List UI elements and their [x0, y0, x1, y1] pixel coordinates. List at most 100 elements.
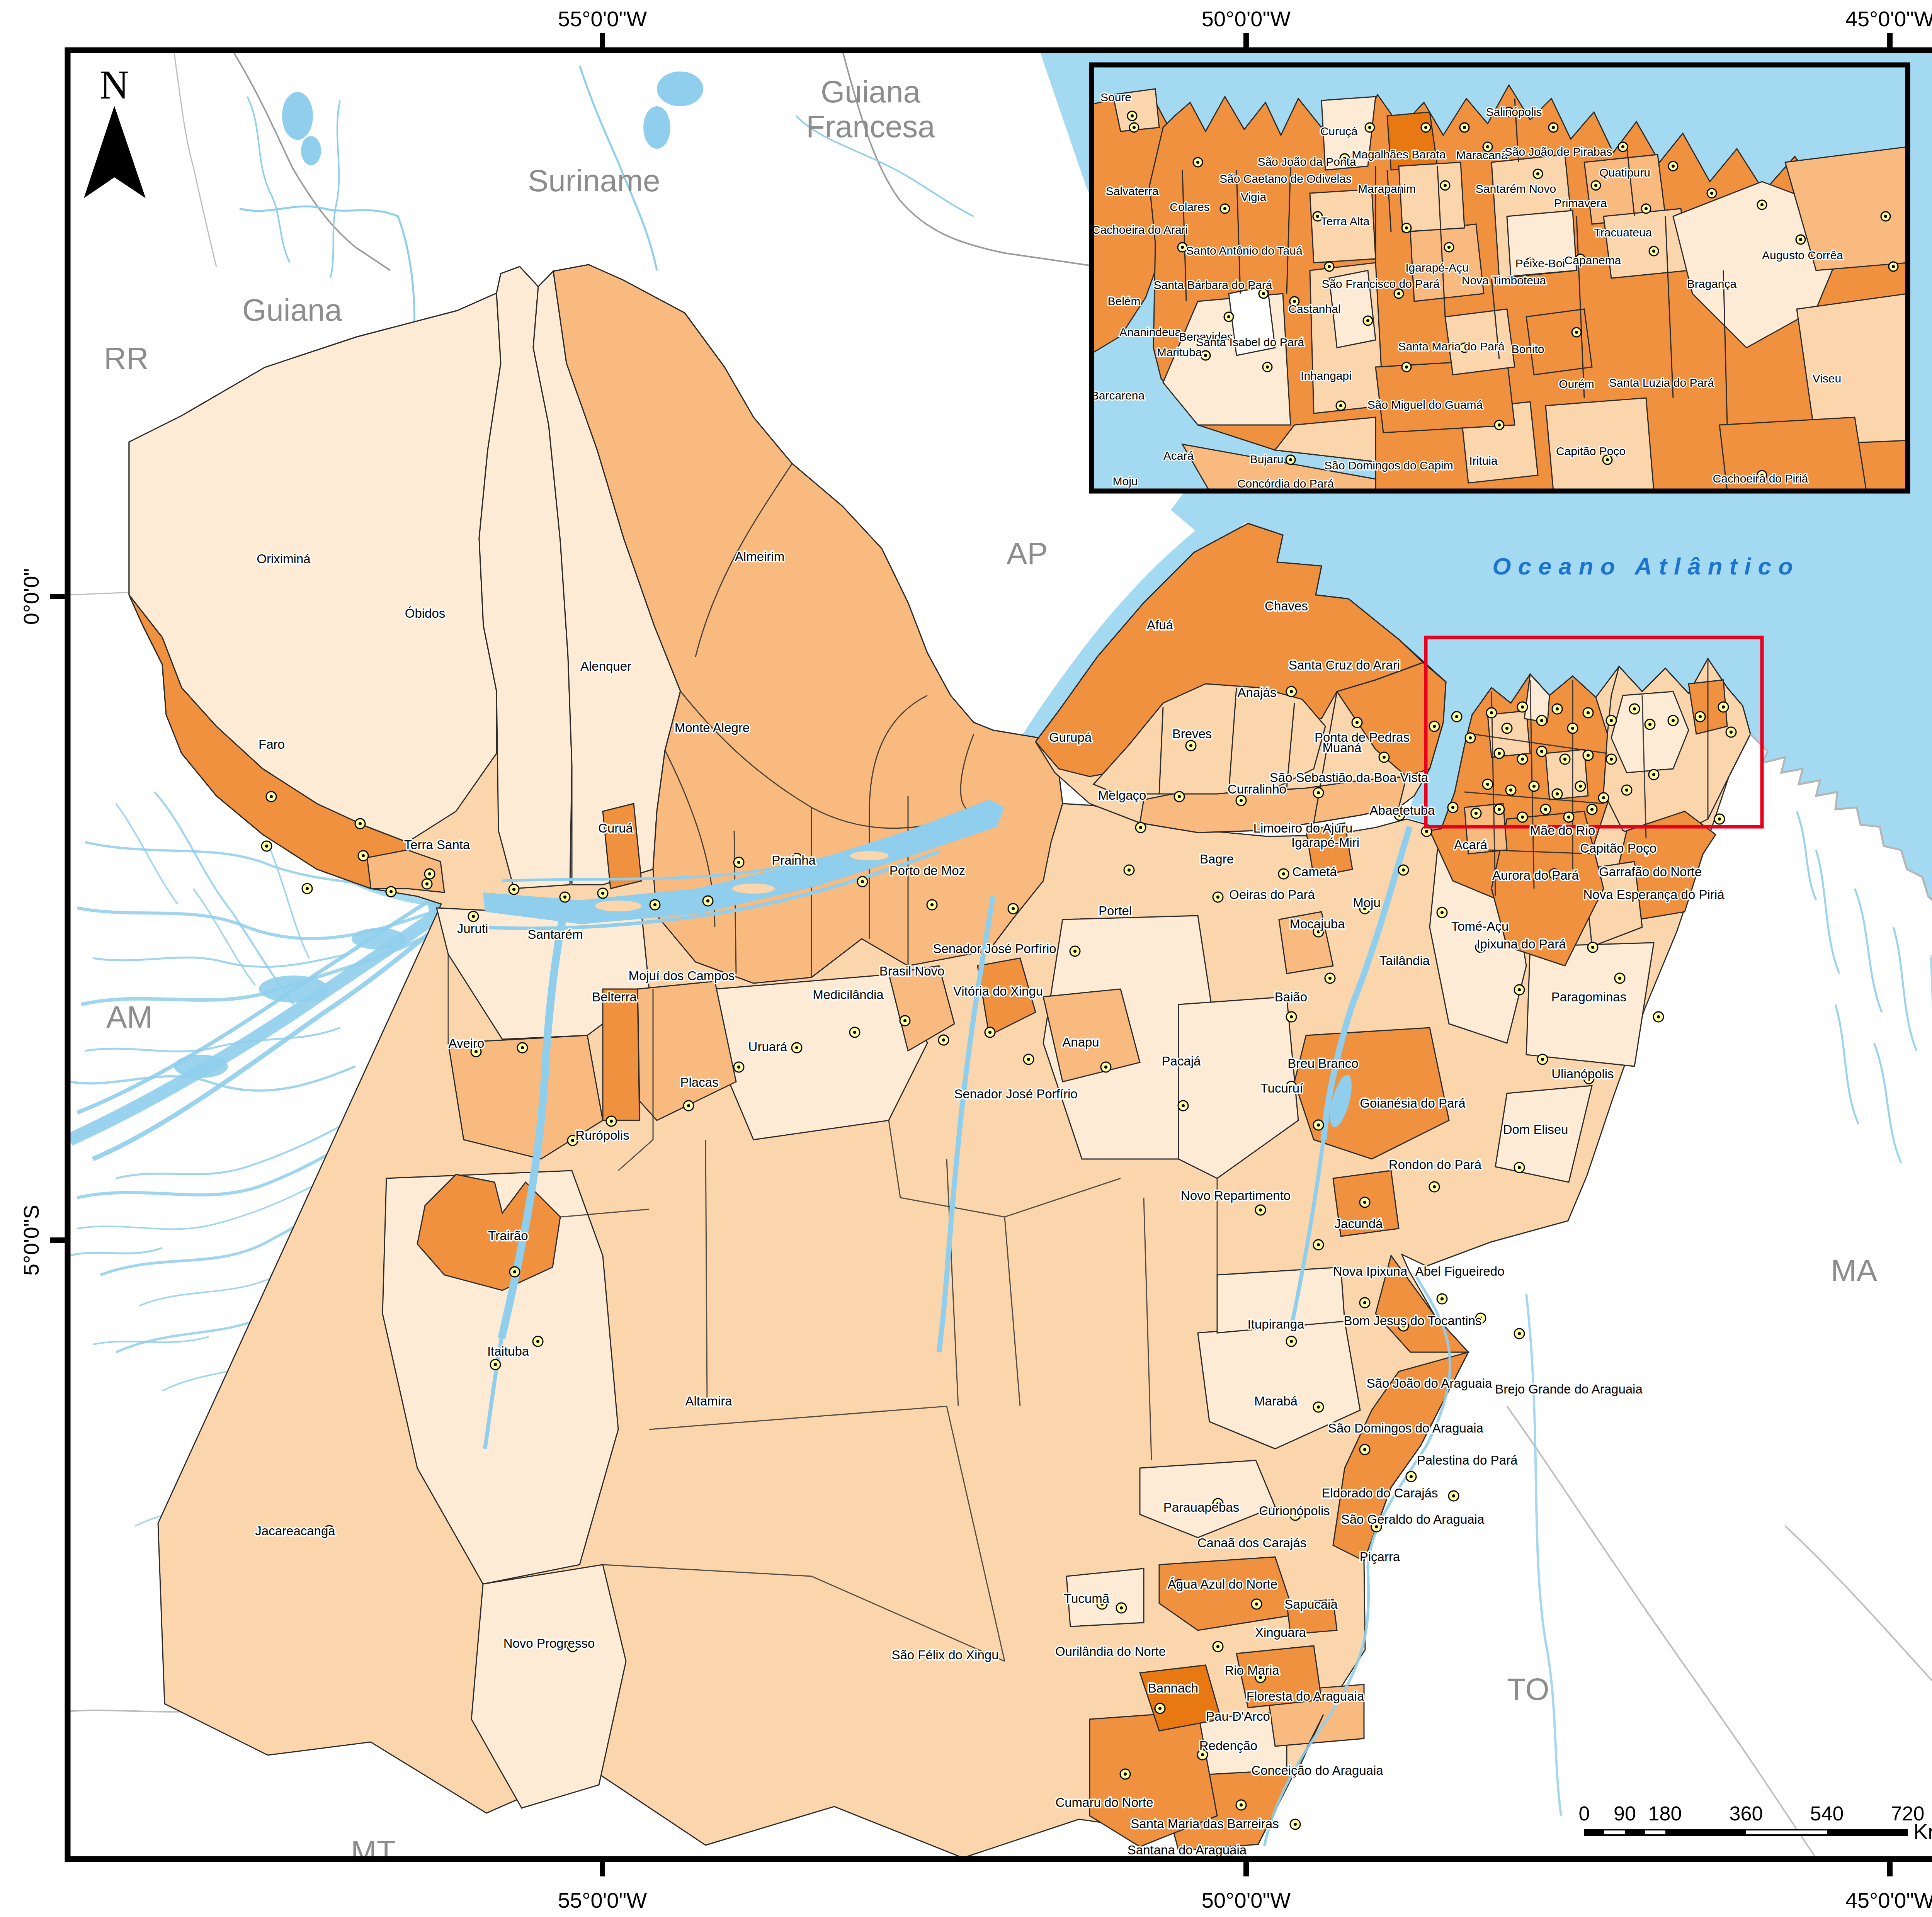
svg-text:Oceano Atlântico: Oceano Atlântico — [1492, 553, 1800, 580]
svg-text:Magalhães Barata: Magalhães Barata — [1352, 148, 1446, 161]
svg-text:Marituba: Marituba — [1157, 346, 1202, 359]
svg-text:180: 180 — [1648, 1802, 1682, 1825]
svg-text:N: N — [100, 62, 129, 107]
svg-text:Breves: Breves — [1172, 727, 1212, 741]
svg-text:Acará: Acará — [1163, 449, 1194, 462]
svg-text:Nova Timboteua: Nova Timboteua — [1462, 274, 1546, 287]
svg-text:55°0'0"W: 55°0'0"W — [558, 7, 647, 31]
svg-text:Salvaterra: Salvaterra — [1106, 185, 1159, 197]
svg-text:Bannach: Bannach — [1148, 1681, 1198, 1695]
svg-text:Floresta do Araguaia: Floresta do Araguaia — [1247, 1689, 1364, 1703]
svg-text:São João do Araguaia: São João do Araguaia — [1367, 1376, 1492, 1390]
svg-text:Oeiras do Pará: Oeiras do Pará — [1229, 887, 1315, 902]
svg-text:São Geraldo do Araguaia: São Geraldo do Araguaia — [1341, 1512, 1485, 1526]
svg-text:Francesa: Francesa — [806, 109, 935, 144]
svg-text:Terra Santa: Terra Santa — [404, 838, 470, 852]
svg-text:Faro: Faro — [259, 737, 285, 751]
svg-text:Cachoeira do Piriá: Cachoeira do Piriá — [1713, 472, 1808, 485]
svg-text:Chaves: Chaves — [1265, 599, 1308, 613]
svg-text:Oriximiná: Oriximiná — [257, 552, 311, 566]
svg-text:55°0'0"W: 55°0'0"W — [558, 1888, 647, 1912]
svg-text:Aveiro: Aveiro — [449, 1036, 485, 1050]
svg-text:Igarapé-Miri: Igarapé-Miri — [1291, 835, 1359, 850]
svg-text:90: 90 — [1614, 1802, 1636, 1825]
svg-text:Bragança: Bragança — [1687, 277, 1737, 290]
svg-text:Aurora do Pará: Aurora do Pará — [1492, 868, 1579, 882]
svg-text:São João da Ponta: São João da Ponta — [1257, 155, 1356, 168]
svg-text:Bujaru: Bujaru — [1250, 453, 1284, 466]
svg-text:Curionópolis: Curionópolis — [1259, 1504, 1330, 1518]
svg-text:Santa Isabel do Pará: Santa Isabel do Pará — [1196, 336, 1304, 348]
svg-text:Moju: Moju — [1353, 896, 1381, 910]
svg-text:Novo Repartimento: Novo Repartimento — [1181, 1188, 1291, 1203]
svg-text:Terra Alta: Terra Alta — [1321, 215, 1370, 228]
svg-text:Bom Jesus do Tocantins: Bom Jesus do Tocantins — [1344, 1314, 1481, 1328]
svg-text:Tucumã: Tucumã — [1064, 1591, 1110, 1606]
svg-text:São Domingos do Capim: São Domingos do Capim — [1324, 459, 1453, 472]
svg-text:Xinguara: Xinguara — [1255, 1625, 1306, 1640]
svg-text:50°0'0"W: 50°0'0"W — [1202, 7, 1291, 31]
svg-text:Garrafão do Norte: Garrafão do Norte — [1599, 865, 1702, 879]
svg-text:Trairão: Trairão — [488, 1229, 528, 1243]
svg-text:Capanema: Capanema — [1565, 254, 1621, 267]
svg-text:540: 540 — [1810, 1802, 1844, 1825]
svg-text:Ourilândia do Norte: Ourilândia do Norte — [1055, 1644, 1166, 1659]
svg-text:Irituia: Irituia — [1469, 454, 1498, 467]
svg-text:Santa Maria das Barreiras: Santa Maria das Barreiras — [1131, 1817, 1279, 1831]
svg-text:Abel Figueiredo: Abel Figueiredo — [1415, 1264, 1504, 1278]
svg-text:Santa Bárbara do Pará: Santa Bárbara do Pará — [1154, 279, 1272, 291]
svg-text:Maracanã: Maracanã — [1456, 149, 1508, 161]
svg-text:Porto de Moz: Porto de Moz — [889, 863, 965, 878]
svg-text:Belém: Belém — [1107, 295, 1140, 308]
svg-text:Itupiranga: Itupiranga — [1248, 1317, 1304, 1331]
svg-text:50°0'0"W: 50°0'0"W — [1202, 1888, 1291, 1912]
svg-text:Óbidos: Óbidos — [405, 606, 446, 620]
svg-text:Igarapé-Açu: Igarapé-Açu — [1405, 261, 1468, 274]
svg-text:Vitória do Xingu: Vitória do Xingu — [953, 984, 1043, 998]
svg-text:TO: TO — [1507, 1672, 1549, 1706]
svg-text:Monte Alegre: Monte Alegre — [675, 721, 750, 735]
svg-text:São Caetano de Odivelas: São Caetano de Odivelas — [1219, 172, 1352, 185]
svg-text:Cametá: Cametá — [1292, 865, 1337, 879]
svg-text:Paragominas: Paragominas — [1551, 990, 1626, 1004]
svg-text:Pacajá: Pacajá — [1162, 1054, 1201, 1068]
svg-text:45°0'0"W: 45°0'0"W — [1845, 7, 1932, 31]
svg-text:Soure: Soure — [1100, 91, 1131, 104]
svg-text:Capitão Poço: Capitão Poço — [1580, 841, 1656, 855]
svg-text:Uruará: Uruará — [748, 1040, 788, 1054]
svg-text:Mãe do Rio: Mãe do Rio — [1530, 823, 1595, 838]
svg-text:Guiana: Guiana — [821, 75, 920, 109]
svg-text:Jacundá: Jacundá — [1335, 1217, 1383, 1231]
svg-text:Almeirim: Almeirim — [735, 549, 784, 564]
svg-text:Concórdia do Pará: Concórdia do Pará — [1237, 477, 1334, 490]
svg-text:Abaetetuba: Abaetetuba — [1370, 803, 1435, 817]
svg-text:Redenção: Redenção — [1199, 1739, 1257, 1753]
svg-text:RR: RR — [104, 341, 149, 376]
svg-text:Bonito: Bonito — [1511, 343, 1544, 355]
svg-text:Tailândia: Tailândia — [1379, 953, 1430, 968]
svg-text:Afuá: Afuá — [1147, 618, 1173, 632]
svg-text:Portel: Portel — [1099, 904, 1132, 918]
svg-text:Inhangapi: Inhangapi — [1301, 369, 1352, 382]
svg-text:Viseu: Viseu — [1813, 372, 1842, 385]
svg-text:Goianésia do Pará: Goianésia do Pará — [1360, 1096, 1466, 1110]
svg-text:Peixe-Boi: Peixe-Boi — [1515, 257, 1565, 270]
svg-text:MA: MA — [1831, 1253, 1878, 1288]
svg-text:Santa Maria do Pará: Santa Maria do Pará — [1398, 340, 1504, 353]
svg-text:Bagre: Bagre — [1200, 852, 1234, 866]
svg-text:Novo Progresso: Novo Progresso — [503, 1636, 595, 1650]
svg-text:Marabá: Marabá — [1254, 1394, 1298, 1408]
svg-text:Ulianópolis: Ulianópolis — [1551, 1067, 1614, 1081]
svg-text:São Miguel do Guamá: São Miguel do Guamá — [1367, 398, 1483, 411]
svg-text:Ourém: Ourém — [1559, 377, 1594, 390]
svg-text:Canaã dos Carajás: Canaã dos Carajás — [1197, 1536, 1307, 1550]
svg-text:Vigia: Vigia — [1241, 190, 1266, 203]
svg-text:Augusto Corrêa: Augusto Corrêa — [1762, 249, 1843, 262]
svg-text:Nova Esperança do Piriá: Nova Esperança do Piriá — [1583, 887, 1725, 902]
svg-text:Colares: Colares — [1170, 201, 1209, 213]
svg-text:Limoeiro do Ajuru: Limoeiro do Ajuru — [1253, 821, 1353, 835]
svg-text:São Félix do Xingu: São Félix do Xingu — [891, 1648, 998, 1662]
svg-text:Altamira: Altamira — [685, 1394, 732, 1408]
svg-text:Suriname: Suriname — [528, 163, 660, 198]
svg-text:0: 0 — [1579, 1802, 1590, 1825]
